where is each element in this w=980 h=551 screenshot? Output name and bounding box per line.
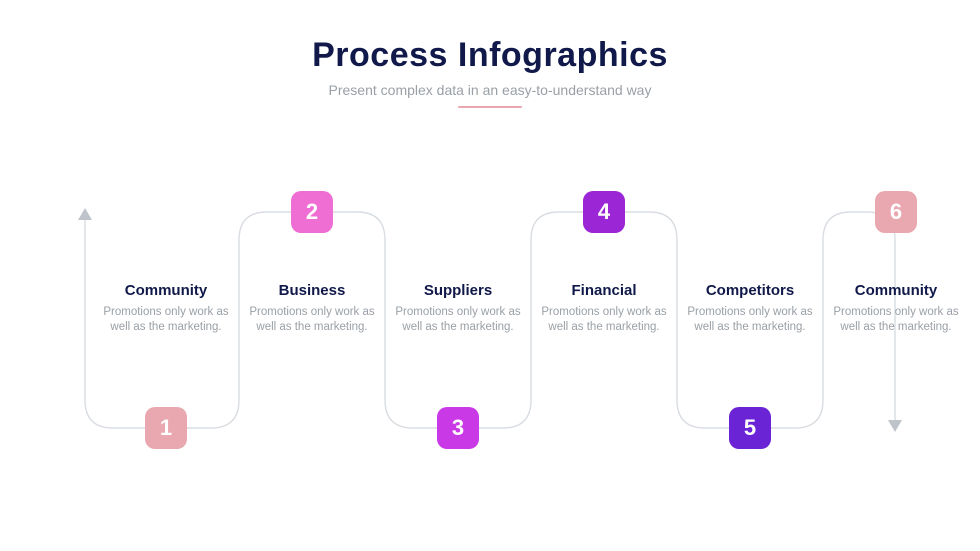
step-1: Community Promotions only work as well as… bbox=[96, 282, 236, 335]
step-body: Promotions only work as well as the mark… bbox=[680, 305, 820, 335]
step-badge-4: 4 bbox=[583, 191, 625, 233]
step-badge-5: 5 bbox=[729, 407, 771, 449]
step-heading: Community bbox=[96, 282, 236, 299]
arrow-start-icon bbox=[78, 208, 92, 220]
step-badge-3: 3 bbox=[437, 407, 479, 449]
step-heading: Suppliers bbox=[388, 282, 528, 299]
process-diagram: Community Promotions only work as well as… bbox=[0, 170, 980, 470]
step-heading: Financial bbox=[534, 282, 674, 299]
step-badge-6: 6 bbox=[875, 191, 917, 233]
step-body: Promotions only work as well as the mark… bbox=[534, 305, 674, 335]
step-body: Promotions only work as well as the mark… bbox=[96, 305, 236, 335]
step-heading: Competitors bbox=[680, 282, 820, 299]
step-5: Competitors Promotions only work as well … bbox=[680, 282, 820, 335]
page-subtitle: Present complex data in an easy-to-under… bbox=[0, 82, 980, 98]
step-3: Suppliers Promotions only work as well as… bbox=[388, 282, 528, 335]
step-6: Community Promotions only work as well as… bbox=[826, 282, 966, 335]
step-heading: Community bbox=[826, 282, 966, 299]
step-body: Promotions only work as well as the mark… bbox=[388, 305, 528, 335]
arrow-end-icon bbox=[888, 420, 902, 432]
step-badge-2: 2 bbox=[291, 191, 333, 233]
step-4: Financial Promotions only work as well as… bbox=[534, 282, 674, 335]
step-2: Business Promotions only work as well as … bbox=[242, 282, 382, 335]
title-underline bbox=[458, 106, 522, 108]
step-body: Promotions only work as well as the mark… bbox=[242, 305, 382, 335]
step-body: Promotions only work as well as the mark… bbox=[826, 305, 966, 335]
step-heading: Business bbox=[242, 282, 382, 299]
page-title: Process Infographics bbox=[0, 36, 980, 75]
step-badge-1: 1 bbox=[145, 407, 187, 449]
stage: Process Infographics Present complex dat… bbox=[0, 0, 980, 551]
